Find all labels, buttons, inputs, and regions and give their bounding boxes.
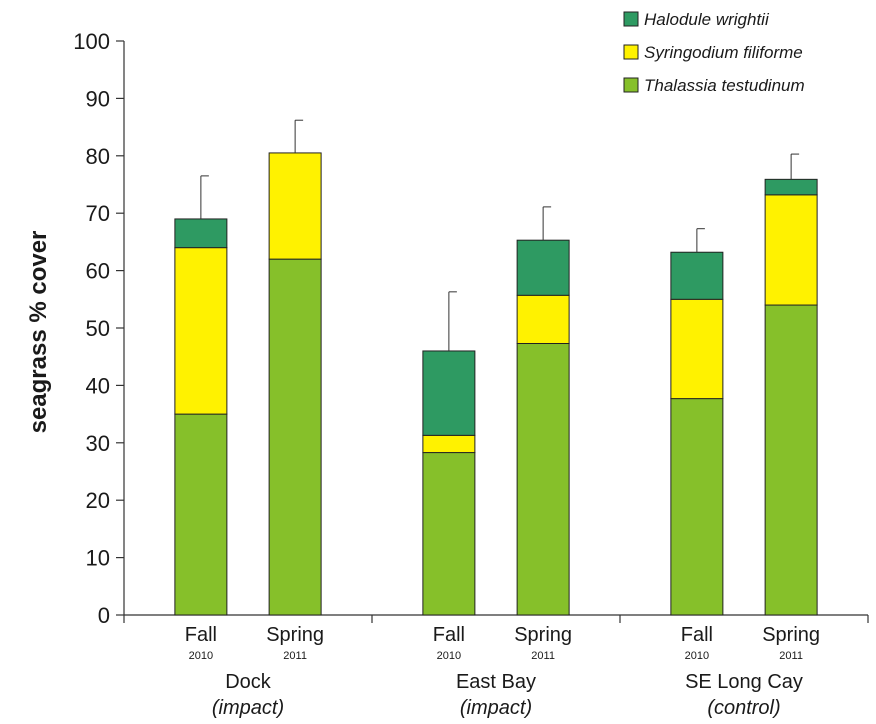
bar-segment: [670, 298, 724, 400]
season-label: Fall: [433, 624, 465, 646]
year-label: 2011: [531, 650, 555, 662]
bar-segment: [670, 398, 724, 616]
y-tick-label: 90: [86, 86, 110, 111]
year-label: 2010: [685, 650, 709, 662]
bar-segment: [764, 194, 818, 306]
bar-segment: [516, 239, 570, 296]
y-tick-label: 80: [86, 144, 110, 169]
site-note: (impact): [212, 697, 284, 719]
bar-segment: [268, 152, 322, 260]
y-tick-label: 50: [86, 316, 110, 341]
legend-swatch: [623, 11, 639, 27]
season-label: Spring: [762, 624, 820, 646]
site-note: (control): [707, 697, 780, 719]
site-label: East Bay: [456, 671, 536, 693]
season-label: Spring: [266, 624, 324, 646]
axes: 0 10 20 30 40 50 60 70 80 90 100: [73, 29, 869, 628]
site-label: Dock: [225, 671, 272, 693]
bar-segment: [174, 218, 228, 249]
year-label: 2011: [283, 650, 307, 662]
bar-segment: [422, 350, 476, 436]
bar-segment: [422, 434, 476, 454]
bars: [174, 119, 818, 616]
bar-segment: [422, 452, 476, 616]
legend-label: Syringodium filiforme: [644, 43, 803, 62]
bar-segment: [516, 294, 570, 344]
y-tick-label: 40: [86, 373, 110, 398]
bar-segment: [764, 178, 818, 196]
y-tick-label: 30: [86, 431, 110, 456]
season-label: Spring: [514, 624, 572, 646]
year-label: 2010: [437, 650, 461, 662]
legend-swatch: [623, 77, 639, 93]
y-tick-label: 70: [86, 201, 110, 226]
bar-segment: [670, 251, 724, 300]
bar-segment: [268, 258, 322, 616]
legend-label: Thalassia testudinum: [644, 76, 805, 95]
bar-segment: [174, 247, 228, 415]
y-tick-label: 100: [73, 29, 110, 54]
y-tick-label: 20: [86, 488, 110, 513]
legend: Halodule wrightii Syringodium filiforme Th…: [623, 10, 805, 95]
bar-segment: [174, 413, 228, 616]
site-note: (impact): [460, 697, 532, 719]
y-tick-label: 60: [86, 259, 110, 284]
season-label: Fall: [681, 624, 713, 646]
bar-segment: [516, 342, 570, 616]
legend-label: Halodule wrightii: [644, 10, 770, 29]
y-tick-label: 0: [98, 603, 110, 628]
season-label: Fall: [185, 624, 217, 646]
y-axis-label: seagrass % cover: [25, 231, 52, 434]
site-label: SE Long Cay: [685, 671, 803, 693]
year-label: 2011: [779, 650, 803, 662]
year-label: 2010: [189, 650, 213, 662]
legend-swatch: [623, 44, 639, 60]
bar-segment: [764, 304, 818, 616]
axis-labels: Fall 2010 Spring 2011 Dock (impact) Fall 2010 Sp…: [185, 624, 820, 719]
y-tick-label: 10: [86, 546, 110, 571]
